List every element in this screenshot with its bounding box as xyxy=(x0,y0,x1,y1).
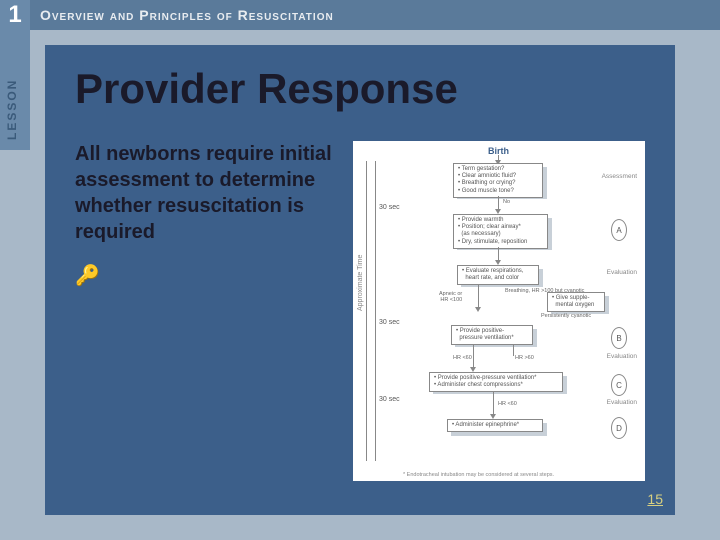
box-oxygen: • Give supple- mental oxygen xyxy=(547,292,605,312)
branch-apneic: Apneic or HR <100 xyxy=(439,291,462,303)
time-axis-label: Approximate Time xyxy=(357,255,364,311)
side-eval-2: Evaluation xyxy=(607,353,637,360)
flowchart: Birth Approximate Time 30 sec 30 sec 30 … xyxy=(353,141,645,481)
lesson-label: LESSON xyxy=(5,79,19,140)
side-assessment: Assessment xyxy=(602,173,637,180)
branch-hr60a: HR <60 xyxy=(453,355,472,361)
sec-label-3: 30 sec xyxy=(379,396,400,403)
header-bar: 1 Overview and Principles of Resuscitati… xyxy=(0,0,720,30)
box-epi: • Administer epinephrine* xyxy=(447,419,543,432)
circle-d: D xyxy=(611,417,627,439)
lesson-number: 1 xyxy=(0,0,30,30)
chart-footnote: * Endotracheal intubation may be conside… xyxy=(403,472,554,478)
sec-label-2: 30 sec xyxy=(379,319,400,326)
circle-b: B xyxy=(611,327,627,349)
side-eval-1: Evaluation xyxy=(607,269,637,276)
box-assess: • Term gestation? • Clear amniotic fluid… xyxy=(453,163,543,198)
slide-content: Provider Response All newborns require i… xyxy=(45,45,675,515)
branch-no: No xyxy=(503,199,510,205)
branch-hr60b: HR >60 xyxy=(515,355,534,361)
box-warmth: • Provide warmth • Position; clear airwa… xyxy=(453,214,548,249)
branch-hr60c: HR <60 xyxy=(498,401,517,407)
box-ppv: • Provide positive- pressure ventilation… xyxy=(451,325,533,345)
body-text: All newborns require initial assessment … xyxy=(75,141,335,245)
side-eval-3: Evaluation xyxy=(607,399,637,406)
slide-title: Provider Response xyxy=(75,65,645,113)
circle-c: C xyxy=(611,374,627,396)
page-number: 15 xyxy=(647,491,663,507)
box-eval-resp: • Evaluate respirations, heart rate, and… xyxy=(457,265,539,285)
sec-label-1: 30 sec xyxy=(379,204,400,211)
box-compress: • Provide positive-pressure ventilation*… xyxy=(429,372,563,392)
branch-cyanotic: Persistently cyanotic xyxy=(541,313,591,319)
key-icon: 🔑 xyxy=(75,263,335,288)
circle-a: A xyxy=(611,219,627,241)
header-title: Overview and Principles of Resuscitation xyxy=(40,7,334,23)
